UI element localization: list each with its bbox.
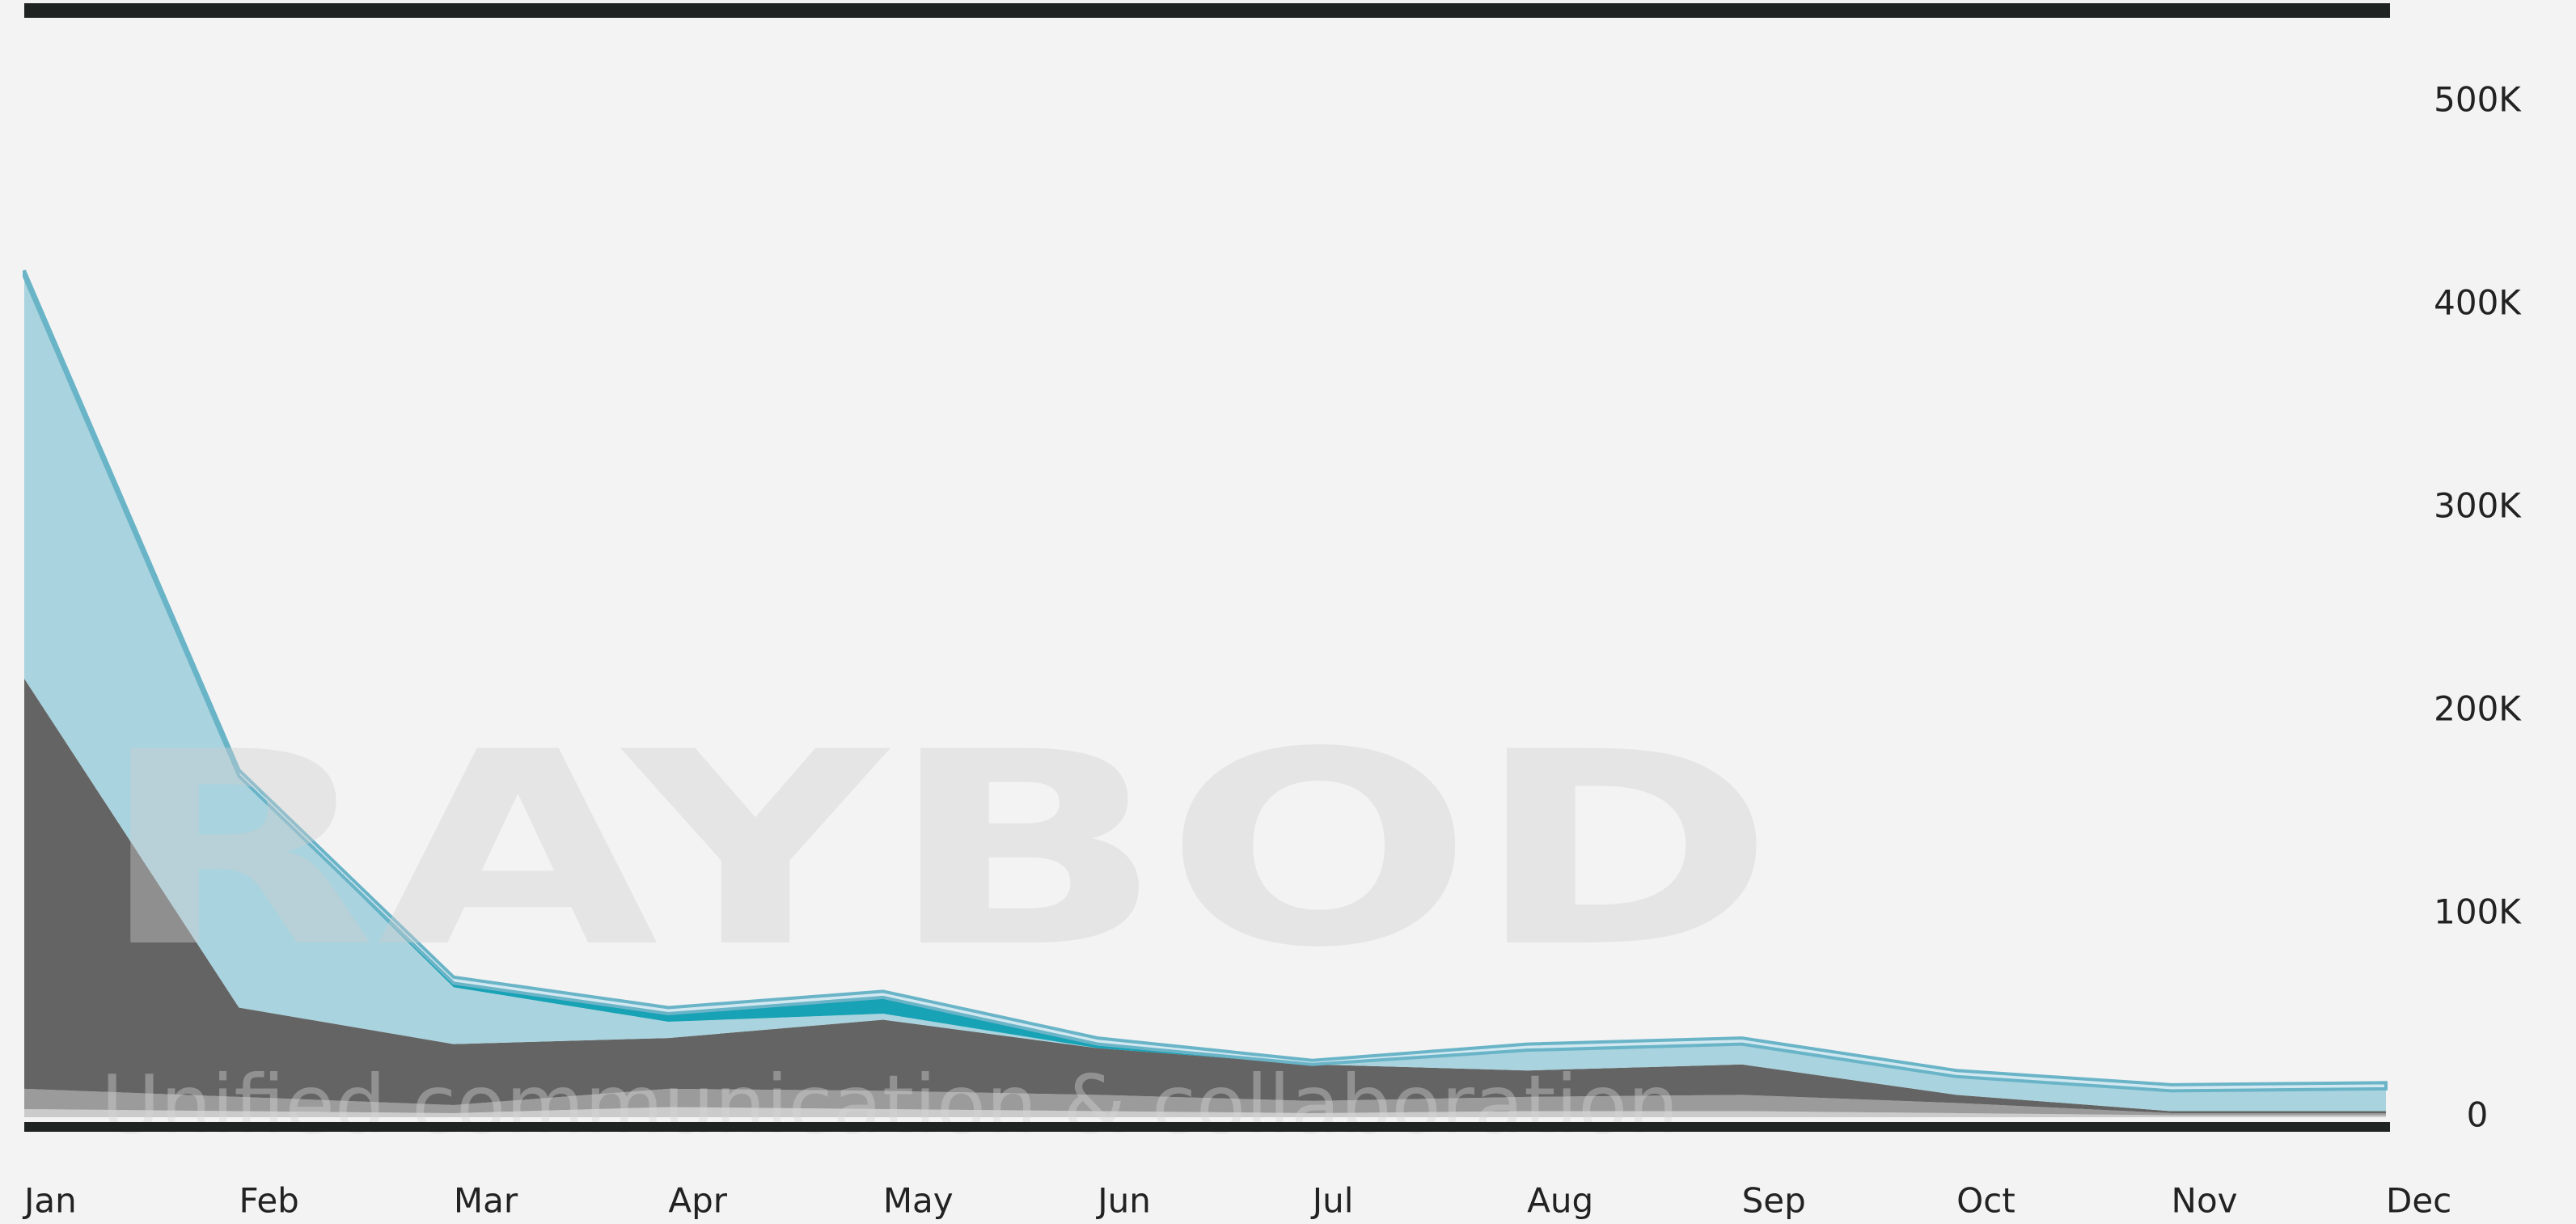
y-tick-label: 300K [2434,486,2522,526]
area [23,269,2388,1093]
baseline [24,1122,2390,1132]
area [24,1088,2386,1116]
y-tick-label: 0 [2467,1095,2489,1135]
x-tick-label: Feb [239,1181,298,1221]
x-tick-label: May [883,1181,954,1221]
x-tick-label: Jun [1095,1181,1151,1221]
y-tick-label: 100K [2434,892,2522,932]
areas [23,269,2388,1117]
x-tick-label: Apr [668,1181,727,1221]
y-tick-label: 400K [2434,283,2522,323]
y-tick-label: 200K [2434,689,2522,729]
area [24,678,2386,1113]
x-tick-label: Aug [1527,1181,1593,1221]
x-tick-label: Mar [454,1181,518,1221]
y-tick-label: 500K [2434,80,2522,120]
x-tick-label: Jan [22,1181,77,1221]
x-tick-label: Dec [2386,1181,2451,1221]
watermark: RAYBOD [97,695,1775,1006]
x-tick-label: Nov [2172,1181,2238,1221]
top-bar [24,3,2390,18]
x-tick-label: Sep [1742,1181,1806,1221]
x-tick-label: Jul [1310,1181,1354,1221]
x-tick-label: Oct [1956,1181,2016,1221]
watermark-subtitle: Unified communication & collaboration [101,1057,1679,1152]
